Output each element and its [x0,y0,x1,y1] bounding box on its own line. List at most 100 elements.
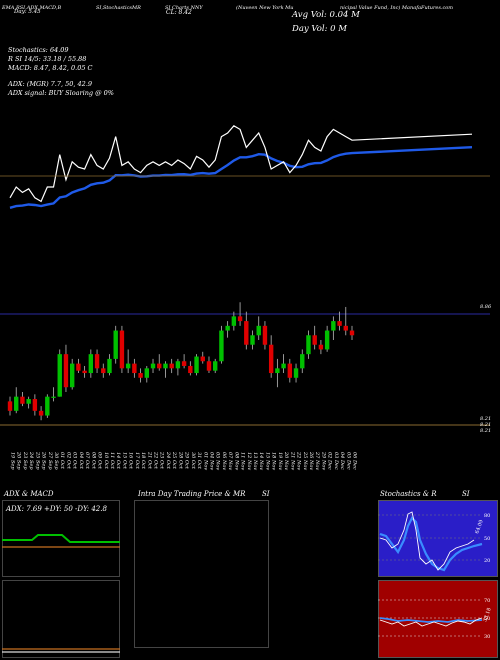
x-tick-label: 16 Oct [128,452,134,470]
candle-body [349,330,355,336]
candle-body [194,356,199,374]
stoch-level-label: 80 [484,513,490,519]
candle-body [144,368,149,378]
x-tick-label: 15 Oct [121,452,127,470]
header-stoch: SI,StochasticsMR [96,5,141,11]
stochastics-readout: Stochastics: 64.09 [8,46,69,54]
x-tick-label: 14 Oct [115,452,121,470]
candle-body [231,316,237,326]
x-tick-label: 25 Oct [171,451,177,470]
price-label-lower-3: 8.21 [480,428,492,434]
intraday-panel-title: Intra Day Trading Price & MR [138,490,246,498]
x-tick-label: 21 Oct [146,451,152,470]
x-tick-label: 13 Nov [252,452,258,470]
rsi-level-label: 50 [484,616,490,622]
ema-line [9,145,473,209]
x-tick-label: 24 Oct [165,451,171,470]
candle-body [14,396,19,411]
x-tick-label: 20 Sep [16,451,22,470]
x-tick-label: 01 Nov [202,452,208,470]
rsi-line [379,617,483,627]
x-tick-label: 03 Dec [333,452,339,470]
stoch-k-line [379,511,475,571]
x-tick-label: 27 Sep [47,451,53,470]
stoch-panel-title: Stochastics & R [380,490,437,498]
candle-body [101,368,106,374]
adx-macd-panel [2,500,120,658]
intraday-panel [134,500,269,648]
x-tick-label: 19 Sep [10,452,16,470]
macd-readout: MACD: 8.47, 8.42, 0.05 C [8,64,93,72]
rsi-level-label: 30 [484,634,490,640]
candle-body [119,330,125,369]
x-tick-label: 18 Oct [140,452,146,470]
adx-panel-title: ADX & MACD [4,490,54,498]
header-company: (Nuveen New York Mu [236,5,294,11]
stoch-level-label: 50 [484,536,490,542]
x-tick-label: 15 Nov [264,452,270,470]
candle-body [268,344,274,374]
candle-body [57,354,62,397]
candle-body [51,396,56,398]
candle-body [337,321,342,326]
x-tick-label: 04 Dec [339,452,345,470]
x-tick-label: 31 Oct [196,452,202,470]
header-indicators: EMA,RSI,ADX,MACD,B [2,5,62,11]
candle-body [20,396,25,404]
macd-box [2,580,120,658]
candle-body [250,335,255,345]
x-tick-label: 21 Nov [289,451,295,470]
stoch-box [378,500,498,577]
x-tick-label: 11 Oct [109,452,115,470]
x-tick-label: 08 Oct [90,452,96,470]
x-tick-label: 30 Sep [53,452,59,470]
x-tick-label: 01 Oct [59,452,65,470]
x-tick-label: 03 Oct [72,452,78,470]
rsi-value-label: 33.18 [482,607,493,623]
candle-body [306,335,311,355]
header-site: nicipal Value Fund, Inc) ManafaFutures.c… [340,5,454,11]
x-tick-label: 26 Sep [41,451,47,470]
candle-body [181,361,187,366]
x-tick-label: 05 Nov [215,452,221,470]
close-price-line [9,125,473,203]
candle-body [169,363,174,369]
x-tick-label: 10 Oct [103,452,109,470]
x-tick-label: 11 Nov [240,452,246,470]
candle-body [262,325,268,345]
avg-volume: Avg Vol: 0.04 M [292,10,360,20]
x-tick-label: 29 Oct [184,451,190,470]
candle-body [132,363,137,374]
candle-body [107,358,112,374]
rsi-readout: R SI 14/5: 33.18 / 55.88 [8,55,87,63]
intraday-panel-title-2: SI [262,490,270,498]
x-tick-label: 02 Oct [65,452,71,470]
x-tick-label: 07 Oct [84,452,90,470]
x-tick-label: 29 Nov [320,451,326,470]
candle-body [219,330,224,362]
candle-body [275,368,280,374]
candle-body [163,363,168,369]
candle-body [331,321,336,331]
stoch-value-label: 64.09 [474,519,485,535]
candle-body [88,354,94,374]
adx-green-line [2,534,120,543]
candle-body [63,354,69,388]
day-volume: Day Vol: 0 M [292,24,347,34]
x-tick-label: 12 Nov [246,452,252,470]
x-tick-label: 18 Nov [271,452,277,470]
candle-body [45,396,50,416]
candle-body [32,399,38,411]
rsi-smooth-line [379,617,483,623]
candle-body [312,335,317,345]
candle-body [38,410,44,416]
candle-body [213,361,218,371]
header-symbol: SI Charts NNY [165,5,203,11]
x-tick-label: 14 Nov [258,452,264,470]
candle-body [256,325,261,336]
x-tick-label: 28 Oct [177,451,183,470]
candle-body [125,363,131,369]
x-tick-label: 24 Sep [28,451,34,470]
x-tick-label: 22 Nov [296,451,302,470]
candle-body [188,365,193,374]
